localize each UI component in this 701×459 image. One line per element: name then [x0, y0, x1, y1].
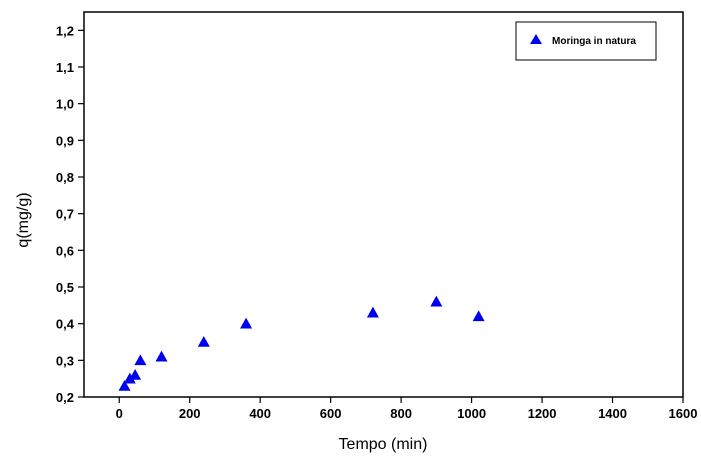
y-tick-label: 0,3: [56, 353, 74, 368]
data-point-triangle: [134, 354, 147, 366]
data-point-triangle: [155, 350, 168, 362]
legend: Moringa in natura: [515, 21, 657, 61]
data-point-triangle: [123, 372, 136, 384]
y-axis-title: q(mg/g): [15, 192, 32, 247]
y-tick-label: 0,5: [56, 280, 74, 295]
x-tick-label: 1400: [598, 406, 627, 421]
plot-frame: [83, 11, 684, 398]
y-tick-label: 0,7: [56, 207, 74, 222]
x-tick-label: 800: [390, 406, 412, 421]
data-point-triangle: [430, 295, 443, 307]
data-point-triangle: [240, 317, 253, 329]
data-point-triangle: [118, 380, 131, 391]
y-tick-label: 0,8: [56, 170, 74, 185]
legend-label: Moringa in natura: [552, 36, 636, 47]
x-axis-title: Tempo (min): [339, 436, 428, 453]
data-points: [118, 295, 485, 391]
y-axis: 0,2 0,3 0,4 0,5 0,6 0,7 0,8 0,9 1,0 1,1 1,2: [56, 23, 84, 405]
x-tick-label: 1600: [669, 406, 698, 421]
x-tick-label: 200: [179, 406, 201, 421]
x-tick-label: 600: [320, 406, 342, 421]
y-tick-label: 1,1: [56, 60, 74, 75]
x-tick-label: 400: [249, 406, 271, 421]
data-point-triangle: [129, 369, 142, 380]
legend-triangle-marker: [530, 34, 542, 44]
x-axis: 0 200 400 600 800 1000 1200 1400 1600: [116, 397, 698, 421]
y-tick-label: 1,0: [56, 97, 74, 112]
data-point-triangle: [366, 306, 379, 318]
y-tick-label: 0,6: [56, 243, 74, 258]
x-tick-label: 0: [116, 406, 123, 421]
y-tick-label: 1,2: [56, 23, 74, 38]
y-tick-label: 0,2: [56, 390, 74, 405]
data-point-triangle: [197, 336, 210, 347]
x-tick-label: 1000: [457, 406, 486, 421]
x-tick-label: 1200: [528, 406, 557, 421]
data-point-triangle: [472, 310, 485, 322]
y-tick-label: 0,9: [56, 133, 74, 148]
y-tick-label: 0,4: [56, 317, 75, 332]
